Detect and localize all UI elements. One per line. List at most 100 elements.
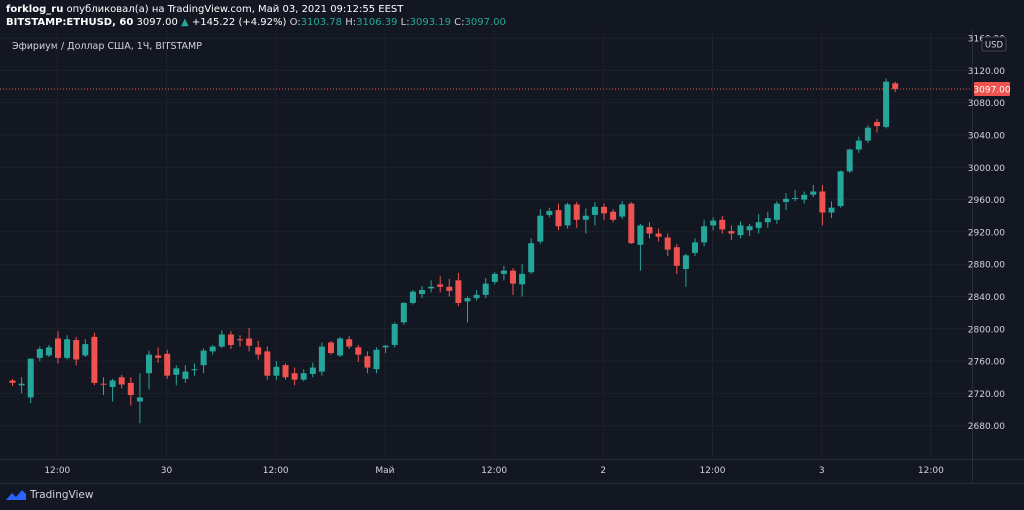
axis-lines xyxy=(0,30,1024,484)
candle-body xyxy=(200,350,207,366)
x-tick-label: 12:00 xyxy=(263,466,289,476)
y-tick-label: 2680.00 xyxy=(968,422,1005,432)
candle-body xyxy=(582,215,589,220)
candle-body xyxy=(864,127,871,141)
x-tick-label: 12:00 xyxy=(481,466,507,476)
candle-body xyxy=(746,226,753,231)
close-label: C: xyxy=(454,17,465,28)
up-triangle-icon: ▲ xyxy=(181,17,189,28)
candle-body xyxy=(191,369,198,371)
candle-body xyxy=(27,358,34,398)
candle-body xyxy=(246,338,253,346)
grid-lines xyxy=(0,30,972,458)
y-axis[interactable]: 2680.00 2720.00 2760.00 2800.00 2840.00 2880.… xyxy=(968,35,1007,433)
candle-body xyxy=(710,220,717,226)
y-tick-label: 3040.00 xyxy=(968,131,1005,141)
candle-body xyxy=(282,365,289,378)
high-value: 3106.39 xyxy=(356,17,398,28)
tradingview-logo-icon xyxy=(6,490,26,500)
tradingview-logo-text: TradingView xyxy=(30,489,94,501)
candle-body xyxy=(546,210,553,215)
candle-body xyxy=(100,383,107,385)
candle-body xyxy=(692,242,698,253)
candle-body xyxy=(264,351,271,376)
candle-body xyxy=(218,334,225,347)
candle-body xyxy=(473,294,480,299)
symbol-line: BITSTAMP:ETHUSD, 60 3097.00 ▲ +145.22 (+… xyxy=(6,17,506,28)
close-value: 3097.00 xyxy=(464,17,506,28)
candle-body xyxy=(601,206,607,214)
candle-body xyxy=(837,171,844,207)
candle-body xyxy=(819,191,826,213)
x-tick-label: 30 xyxy=(161,466,173,476)
y-tick-label: 2920.00 xyxy=(968,228,1005,238)
candles xyxy=(9,78,899,424)
x-tick-label: 12:00 xyxy=(700,466,726,476)
candle-body xyxy=(783,198,789,203)
candle-body xyxy=(373,349,380,370)
tradingview-logo[interactable]: TradingView xyxy=(6,489,93,501)
candle-body xyxy=(36,348,43,358)
candle-body xyxy=(764,218,771,223)
high-label: H: xyxy=(345,17,357,28)
candle-body xyxy=(637,225,644,245)
candle-body xyxy=(855,140,862,150)
candle-body xyxy=(55,338,61,358)
candle-body xyxy=(9,380,16,383)
candle-body xyxy=(846,149,853,172)
candle-body xyxy=(737,225,744,236)
candle-body xyxy=(391,323,398,345)
candle-body xyxy=(300,373,307,380)
candle-body xyxy=(564,204,571,226)
y-tick-label: 2720.00 xyxy=(968,390,1005,400)
chart-subtitle: Эфириум / Доллар США, 1Ч, BITSTAMP xyxy=(12,41,202,52)
candle-body xyxy=(437,284,444,287)
y-tick-label: 2760.00 xyxy=(968,358,1005,368)
candle-body xyxy=(146,354,152,374)
candle-body xyxy=(155,355,162,358)
candle-body xyxy=(291,373,298,380)
candle-body xyxy=(883,81,890,127)
y-tick-label: 2960.00 xyxy=(968,196,1005,206)
x-axis[interactable]: 12:00 30 12:00 Май 12:00 2 12:00 3 12:00 xyxy=(44,466,944,476)
candle-body xyxy=(346,339,353,347)
y-tick-label: 3120.00 xyxy=(968,67,1005,77)
candle-body xyxy=(419,290,425,295)
candle-body xyxy=(237,339,243,341)
candle-body xyxy=(828,207,835,213)
candle-body xyxy=(45,347,52,356)
candle-body xyxy=(455,280,462,303)
symbol-name: BITSTAMP:ETHUSD, 60 xyxy=(6,17,134,28)
candle-body xyxy=(801,194,808,200)
candle-body xyxy=(619,204,626,217)
candle-body xyxy=(573,204,580,220)
candle-body xyxy=(755,222,762,228)
publisher-line: forklog_ru опубликовал(а) на TradingView… xyxy=(6,4,403,15)
currency-badge-box xyxy=(981,36,1007,52)
candle-body xyxy=(309,367,316,375)
candle-body xyxy=(682,255,689,270)
candle-body xyxy=(591,206,598,215)
candle-body xyxy=(164,353,171,376)
published-text: опубликовал(а) на TradingView.com, Май 0… xyxy=(66,4,404,15)
y-tick-label: 3000.00 xyxy=(968,164,1005,174)
candle-body xyxy=(118,377,125,385)
last-price-value: 3097.00 xyxy=(136,17,178,28)
candle-body xyxy=(537,215,544,242)
candle-body xyxy=(173,368,180,375)
y-tick-label: 2880.00 xyxy=(968,261,1005,271)
candle-body xyxy=(728,231,735,234)
candle-body xyxy=(874,122,880,127)
candle-body xyxy=(673,247,680,266)
last-price-marker: 3097.00 xyxy=(0,81,1011,96)
candle-body xyxy=(519,273,526,285)
x-tick-label: 3 xyxy=(819,466,825,476)
currency-badge: USD xyxy=(985,41,1004,51)
candle-body xyxy=(646,227,653,234)
candle-body xyxy=(773,203,780,220)
candle-body xyxy=(182,371,189,379)
candle-body xyxy=(610,211,617,220)
x-tick-label: 2 xyxy=(600,466,606,476)
publisher-name: forklog_ru xyxy=(6,4,64,15)
